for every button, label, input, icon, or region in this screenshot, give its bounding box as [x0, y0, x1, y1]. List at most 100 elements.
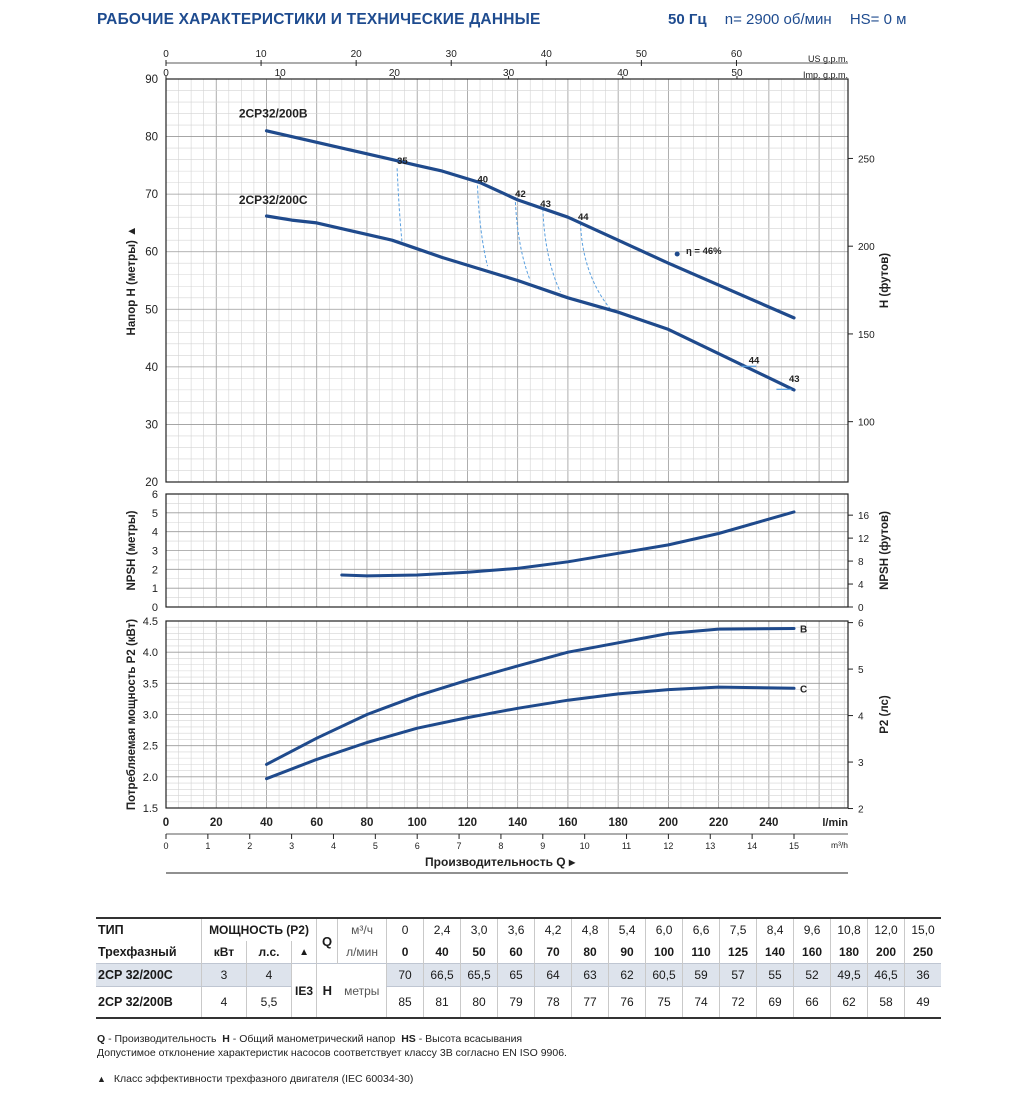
y-tick-power-right: 2: [858, 805, 864, 816]
q-m3h-cell-13: 12,0: [867, 917, 905, 941]
efficiency-label: 44: [578, 212, 589, 223]
h-200c-cell-2: 65,5: [460, 963, 498, 987]
suction-height-label: HS= 0 м: [849, 11, 907, 28]
top-axis-imp-label: 0: [163, 68, 169, 79]
efficiency-label: η = 46%: [686, 246, 722, 257]
top-axis-us-label: 20: [351, 49, 363, 60]
h-200b-cell-7: 75: [645, 986, 683, 1019]
h-200b-cell-12: 62: [830, 986, 868, 1019]
top-axis-us-label: 10: [256, 49, 268, 60]
x-tick-m3h: 11: [622, 841, 631, 851]
footer-ie-note: ▲ Класс эффективности трехфазного двигате…: [97, 1073, 413, 1085]
y-tick-npsh: 2: [152, 564, 158, 576]
top-axis-us-title: US g.p.m.: [808, 54, 848, 64]
efficiency-label: 42: [515, 189, 526, 200]
x-tick-m3h: 5: [373, 841, 378, 851]
table-row-200c: 2CP 32/200C 3 4 IE3 H метры 70 66,5 65,5 65…: [96, 963, 942, 1019]
y-tick-npsh-right: 16: [858, 511, 870, 522]
model-200c: 2CP 32/200C: [96, 963, 202, 987]
ie-mark-icon: ▲: [97, 1074, 106, 1084]
top-axis-imp-label: 40: [617, 68, 629, 79]
y-tick-power-right: 4: [858, 712, 864, 723]
x-tick-m3h: 14: [747, 841, 757, 851]
y-tick-npsh-right: 0: [858, 603, 864, 614]
y-tick-npsh-right: 4: [858, 580, 864, 591]
m3h-unit: м³/ч: [337, 917, 387, 941]
x-tick-m3h: 13: [705, 841, 715, 851]
efficiency-label: 43: [789, 374, 800, 385]
h-200b-cell-2: 80: [460, 986, 498, 1019]
y-tick-power: 4.0: [143, 647, 158, 659]
best-efficiency-point: [674, 251, 680, 257]
x-tick-m3h: 8: [498, 841, 503, 851]
y-tick-head-right: 100: [858, 418, 875, 429]
q-m3h-cell-2: 3,0: [460, 917, 498, 941]
npsh-curve: [340, 510, 796, 578]
head-curve-200b: [264, 129, 796, 320]
efficiency-line: [542, 208, 561, 293]
q-lmin-cell-12: 180: [830, 941, 868, 964]
x-tick-lmin: 220: [709, 817, 728, 829]
x-tick-m3h: 4: [331, 841, 336, 851]
power-y-label-right: P2 (лс): [879, 695, 891, 734]
x-tick-m3h: 2: [247, 841, 252, 851]
h-200b-cell-9: 72: [719, 986, 757, 1019]
x-tick-lmin: 160: [558, 817, 577, 829]
plot-frame: [165, 620, 849, 809]
footer-legend: Q - Производительность H - Общий маномет…: [97, 1033, 522, 1045]
q-m3h-cell-5: 4,8: [571, 917, 609, 941]
q-lmin-cell-2: 50: [460, 941, 498, 964]
q-lmin-cell-1: 40: [423, 941, 461, 964]
page-title: РАБОЧИЕ ХАРАКТЕРИСТИКИ И ТЕХНИЧЕСКИЕ ДАН…: [97, 11, 541, 28]
ie-class-mark: ▲: [290, 941, 317, 964]
q-m3h-cell-10: 8,4: [756, 917, 794, 941]
head-curve-200c: [264, 214, 796, 392]
phase-header: Трехфазный: [98, 945, 177, 959]
header-specs: 50 Гц n= 2900 об/мин HS= 0 м: [668, 11, 920, 28]
kw-200c: 3: [201, 963, 247, 987]
y-tick-npsh-right: 12: [858, 534, 870, 545]
npsh-y-label-right: NPSH (футов): [879, 511, 891, 590]
h-200b-cell-3: 79: [497, 986, 535, 1019]
q-header: Q: [316, 917, 338, 964]
y-tick-power-right: 6: [858, 619, 864, 630]
x-tick-lmin: 240: [759, 817, 778, 829]
technical-data-table: ТИП МОЩНОСТЬ (P2) Q м³/ч 0 2,4 3,0 3,6 4,2 4,…: [96, 917, 942, 1019]
efficiency-line: [514, 197, 531, 281]
q-m3h-cell-0: 0: [386, 917, 424, 941]
kw-header: кВт: [201, 941, 247, 964]
h-200b-cell-4: 78: [534, 986, 572, 1019]
x-tick-m3h: 6: [415, 841, 420, 851]
table-header-row-1: ТИП МОЩНОСТЬ (P2) Q м³/ч 0 2,4 3,0 3,6 4,2 4,…: [96, 917, 942, 964]
y-tick-power: 1.5: [143, 803, 158, 815]
y-tick-power-right: 3: [858, 758, 864, 769]
h-200b-cell-10: 69: [756, 986, 794, 1019]
q-m3h-cell-6: 5,4: [608, 917, 646, 941]
hp-header: л.с.: [246, 941, 292, 964]
q-m3h-cell-1: 2,4: [423, 917, 461, 941]
y-tick-head-right: 250: [858, 154, 875, 165]
top-axis-us-label: 0: [163, 49, 169, 60]
x-tick-lmin: 200: [659, 817, 678, 829]
h-200b-cell-1: 81: [423, 986, 461, 1019]
h-200c-cell-12: 49,5: [830, 963, 868, 987]
efficiency-label: 40: [477, 175, 488, 186]
x-tick-m3h: 1: [205, 841, 210, 851]
y-tick-npsh: 3: [152, 546, 158, 558]
h-200c-cell-13: 46,5: [867, 963, 905, 987]
kw-200b: 4: [201, 986, 247, 1019]
q-m3h-cell-11: 9,6: [793, 917, 831, 941]
x-axis-label: Производительность Q ▸: [425, 855, 576, 869]
h-200b-cell-14: 49: [904, 986, 942, 1019]
q-lmin-cell-4: 70: [534, 941, 572, 964]
h-200c-cell-4: 64: [534, 963, 572, 987]
x-tick-m3h: 9: [540, 841, 545, 851]
power-header: МОЩНОСТЬ (P2): [200, 917, 317, 941]
x-tick-m3h: 12: [663, 841, 673, 851]
y-tick-power: 3.5: [143, 678, 158, 690]
footer-q-text: - Производительность: [105, 1033, 223, 1045]
h-200c-cell-14: 36: [904, 963, 942, 987]
x-tick-lmin: 60: [310, 817, 323, 829]
h-200b-cell-11: 66: [793, 986, 831, 1019]
